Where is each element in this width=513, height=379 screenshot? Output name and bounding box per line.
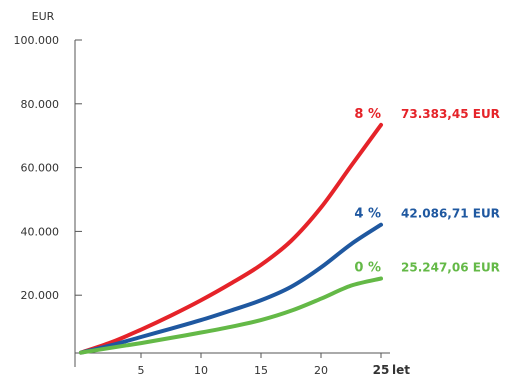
series-line-3 bbox=[79, 276, 383, 355]
series-end-value-label: 42.086,71 EUR bbox=[401, 207, 500, 221]
series-end-labels: 8 % 73.383,45 EUR 4 % 42.086,71 EUR 0 % 25.24… bbox=[354, 107, 500, 276]
y-tick-label: 20.000 bbox=[21, 289, 60, 302]
series-lines bbox=[79, 122, 383, 355]
series-end-value-label: 73.383,45 EUR bbox=[401, 107, 500, 121]
x-tick-label: 25 bbox=[373, 363, 390, 377]
x-axis-ticks: 5 10 15 20 25 bbox=[138, 353, 390, 377]
y-axis-unit-label: EUR bbox=[32, 10, 55, 23]
series-rate-label: 0 % bbox=[354, 260, 381, 275]
series-line-2 bbox=[79, 222, 383, 355]
series-rate-label: 4 % bbox=[354, 207, 381, 222]
series-line-1 bbox=[79, 122, 383, 355]
x-tick-label: 10 bbox=[194, 364, 208, 377]
y-tick-label: 100.000 bbox=[14, 34, 60, 47]
series-rate-label: 8 % bbox=[354, 107, 381, 122]
y-tick-label: 80.000 bbox=[21, 98, 60, 111]
x-tick-label: 5 bbox=[138, 364, 145, 377]
series-end-value-label: 25.247,06 EUR bbox=[401, 260, 500, 274]
y-axis-ticks: 20.000 40.000 60.000 80.000 100.000 bbox=[14, 34, 82, 302]
x-axis-unit-label: let bbox=[392, 363, 410, 377]
y-tick-label: 40.000 bbox=[21, 225, 60, 238]
y-tick-label: 60.000 bbox=[21, 162, 60, 175]
x-tick-label: 20 bbox=[314, 364, 328, 377]
x-tick-label: 15 bbox=[254, 364, 268, 377]
